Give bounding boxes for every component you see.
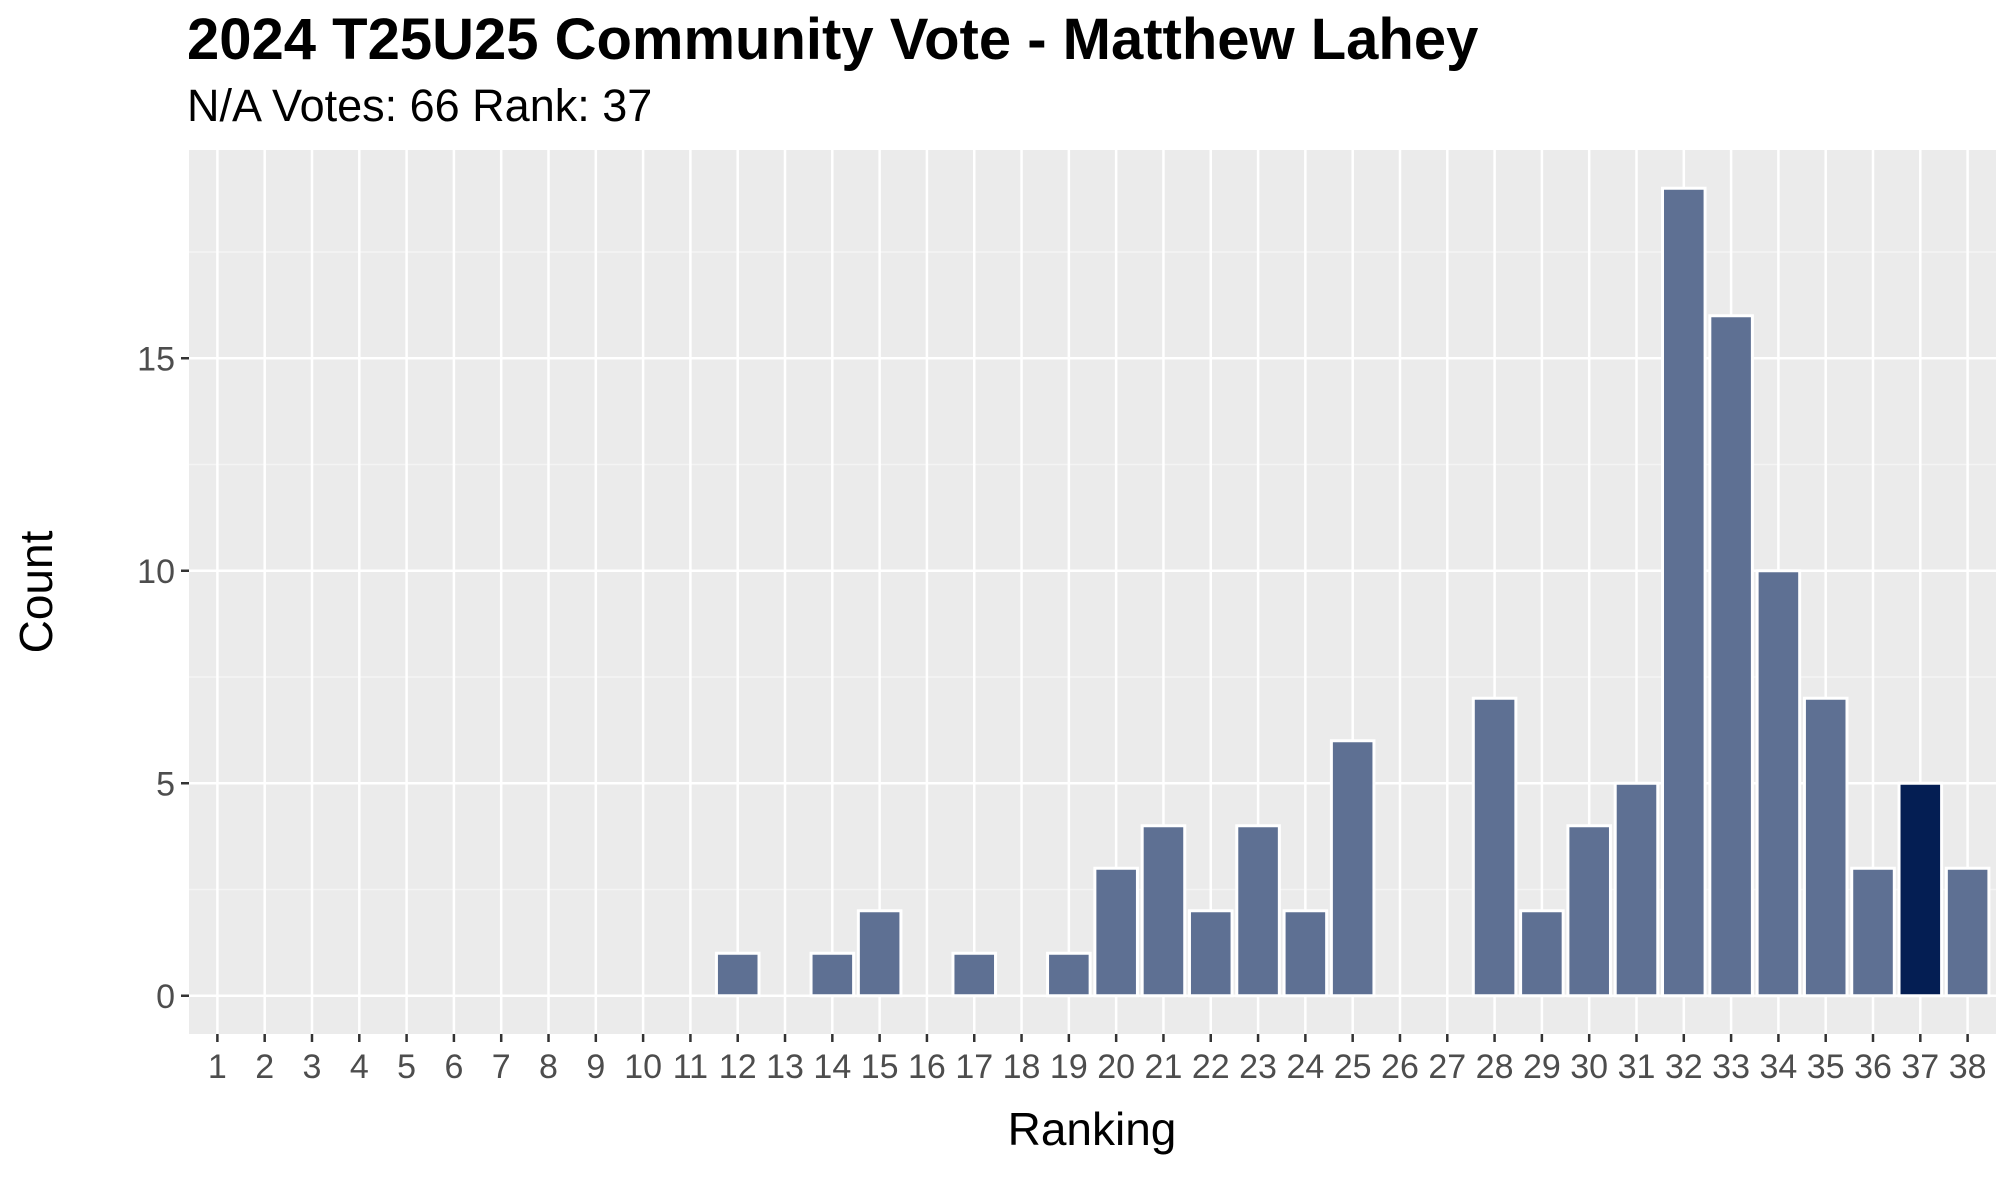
x-tick-label: 8	[539, 1048, 558, 1086]
bar-23	[1235, 824, 1281, 998]
y-axis-title: Count	[10, 530, 62, 653]
bar-31	[1613, 781, 1660, 998]
bar-14	[809, 951, 856, 998]
x-tick-label: 7	[492, 1048, 511, 1086]
x-tick-label: 30	[1570, 1048, 1608, 1086]
x-tick-label: 23	[1239, 1048, 1277, 1086]
x-tick-label: 10	[624, 1048, 662, 1086]
bar-20	[1093, 866, 1139, 998]
bar-24	[1282, 909, 1329, 998]
x-tick-label: 20	[1097, 1048, 1135, 1086]
x-tick-label: 12	[719, 1048, 757, 1086]
bar-22	[1187, 909, 1234, 998]
bar-38	[1944, 866, 1991, 998]
x-tick-label: 14	[813, 1048, 851, 1086]
bar-32	[1661, 186, 1707, 998]
chart-subtitle: N/A Votes: 66 Rank: 37	[187, 80, 653, 131]
bar-33	[1708, 314, 1754, 998]
x-tick-label: 37	[1901, 1048, 1939, 1086]
bar-34	[1755, 569, 1802, 998]
bar-28	[1471, 696, 1518, 998]
bar-30	[1566, 824, 1612, 998]
chart-title: 2024 T25U25 Community Vote - Matthew Lah…	[187, 7, 1479, 72]
x-tick-label: 2	[255, 1048, 274, 1086]
bar-12	[714, 951, 761, 998]
x-tick-label: 35	[1807, 1048, 1845, 1086]
x-tick-label: 28	[1476, 1048, 1514, 1086]
x-tick-label: 6	[444, 1048, 463, 1086]
bar-29	[1519, 909, 1565, 998]
x-tick-label: 16	[908, 1048, 946, 1086]
y-tick-label: 15	[137, 340, 175, 378]
bar-35	[1802, 696, 1849, 998]
x-tick-label: 13	[766, 1048, 804, 1086]
bar-25	[1329, 739, 1376, 998]
x-tick-label: 36	[1854, 1048, 1892, 1086]
x-tick-label: 34	[1759, 1048, 1797, 1086]
bar-19	[1046, 951, 1092, 998]
y-axis: 0 5 10 15	[137, 340, 189, 1016]
x-tick-label: 22	[1192, 1048, 1230, 1086]
x-tick-label: 5	[397, 1048, 416, 1086]
bar-36	[1850, 866, 1896, 998]
x-tick-label: 17	[955, 1048, 993, 1086]
x-tick-label: 29	[1523, 1048, 1561, 1086]
x-tick-label: 21	[1145, 1048, 1183, 1086]
x-tick-label: 15	[861, 1048, 899, 1086]
y-tick-label: 5	[156, 765, 175, 803]
x-tick-label: 24	[1286, 1048, 1324, 1086]
x-tick-label: 19	[1050, 1048, 1088, 1086]
x-tick-label: 3	[303, 1048, 322, 1086]
y-tick-label: 0	[156, 978, 175, 1016]
bar-17	[951, 951, 998, 998]
x-tick-label: 9	[586, 1048, 605, 1086]
x-tick-label: 33	[1712, 1048, 1750, 1086]
x-tick-label: 26	[1381, 1048, 1419, 1086]
x-tick-label: 27	[1428, 1048, 1466, 1086]
bar-21	[1140, 824, 1187, 998]
x-axis-title: Ranking	[1008, 1103, 1177, 1155]
x-tick-label: 4	[350, 1048, 369, 1086]
bars	[714, 186, 1991, 998]
y-tick-label: 10	[137, 553, 175, 591]
x-tick-label: 18	[1003, 1048, 1041, 1086]
x-tick-label: 32	[1665, 1048, 1703, 1086]
x-tick-label: 1	[208, 1048, 227, 1086]
x-tick-label: 25	[1334, 1048, 1372, 1086]
bar-37	[1897, 781, 1944, 998]
bar-15	[856, 909, 903, 998]
x-tick-label: 11	[673, 1048, 708, 1086]
x-tick-label: 38	[1949, 1048, 1987, 1086]
x-tick-label: 31	[1618, 1048, 1656, 1086]
x-axis: 1 2 3 4 5 6 7 8 9 10 11 12 13 14 15 16 17 18 19 20 21 22 23 24 2…	[208, 1034, 1987, 1086]
